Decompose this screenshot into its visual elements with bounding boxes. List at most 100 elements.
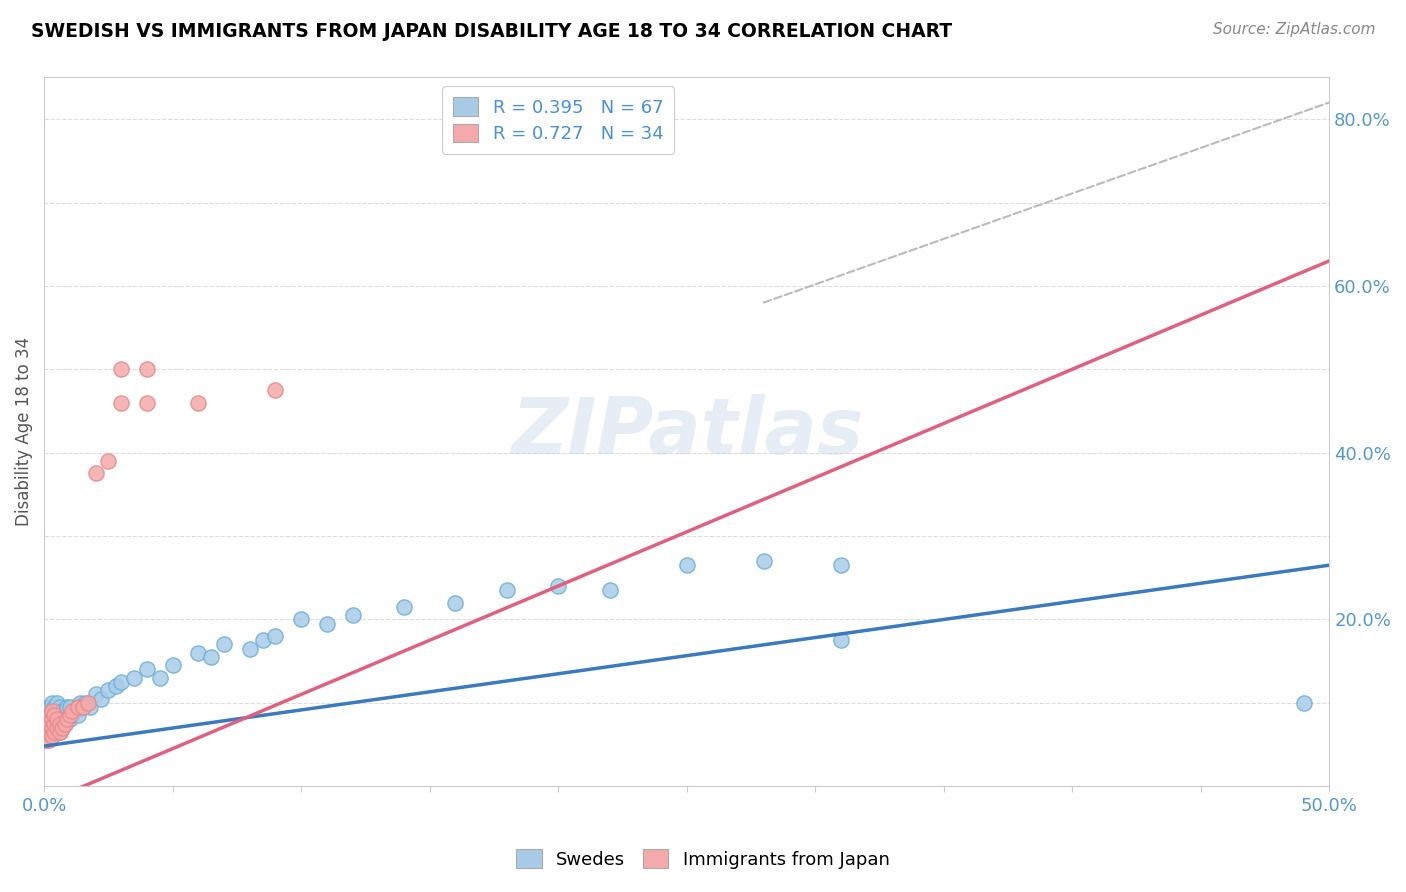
Point <box>38 708 60 723</box>
Point <box>48 716 70 731</box>
Point <box>675 558 697 573</box>
Point <box>252 633 274 648</box>
Point <box>44 700 66 714</box>
Point <box>84 688 107 702</box>
Point <box>44 716 66 731</box>
Point <box>38 716 60 731</box>
Point <box>830 558 852 573</box>
Point <box>599 583 621 598</box>
Point <box>97 454 120 468</box>
Point <box>56 713 79 727</box>
Point <box>1292 696 1315 710</box>
Point <box>264 629 287 643</box>
Point <box>72 700 94 714</box>
Point <box>35 733 58 747</box>
Point <box>69 696 91 710</box>
Point <box>44 708 66 723</box>
Point <box>46 704 69 718</box>
Point <box>44 725 66 739</box>
Point <box>41 721 63 735</box>
Point <box>38 733 60 747</box>
Point <box>830 633 852 648</box>
Point <box>41 729 63 743</box>
Point <box>59 700 82 714</box>
Point <box>46 721 69 735</box>
Point <box>48 700 70 714</box>
Point <box>38 700 60 714</box>
Point <box>149 671 172 685</box>
Point <box>547 579 569 593</box>
Point <box>239 641 262 656</box>
Point <box>110 395 132 409</box>
Point <box>75 696 97 710</box>
Point <box>495 583 517 598</box>
Point <box>84 467 107 481</box>
Point <box>41 713 63 727</box>
Point <box>60 704 83 718</box>
Point <box>41 729 63 743</box>
Point <box>35 733 58 747</box>
Point <box>122 671 145 685</box>
Legend: Swedes, Immigrants from Japan: Swedes, Immigrants from Japan <box>509 842 897 876</box>
Point <box>35 721 58 735</box>
Point <box>44 716 66 731</box>
Point <box>48 716 70 731</box>
Point <box>135 395 157 409</box>
Point <box>35 725 58 739</box>
Point <box>72 700 94 714</box>
Y-axis label: Disability Age 18 to 34: Disability Age 18 to 34 <box>15 337 32 526</box>
Point <box>46 713 69 727</box>
Point <box>46 696 69 710</box>
Point <box>290 612 312 626</box>
Point <box>97 683 120 698</box>
Point <box>135 362 157 376</box>
Point <box>59 708 82 723</box>
Point <box>187 395 209 409</box>
Point <box>59 713 82 727</box>
Point <box>46 721 69 735</box>
Point <box>44 708 66 723</box>
Point <box>135 662 157 676</box>
Point <box>51 704 73 718</box>
Point <box>66 700 89 714</box>
Point <box>79 700 101 714</box>
Point <box>41 696 63 710</box>
Point <box>162 658 184 673</box>
Point <box>38 716 60 731</box>
Point <box>53 716 76 731</box>
Point <box>110 362 132 376</box>
Point <box>35 716 58 731</box>
Text: Source: ZipAtlas.com: Source: ZipAtlas.com <box>1212 22 1375 37</box>
Text: ZIPatlas: ZIPatlas <box>510 393 863 470</box>
Point <box>38 708 60 723</box>
Point <box>56 713 79 727</box>
Point <box>60 708 83 723</box>
Point <box>41 704 63 718</box>
Point <box>212 637 235 651</box>
Point <box>38 725 60 739</box>
Point <box>51 721 73 735</box>
Point <box>66 708 89 723</box>
Point <box>53 704 76 718</box>
Text: SWEDISH VS IMMIGRANTS FROM JAPAN DISABILITY AGE 18 TO 34 CORRELATION CHART: SWEDISH VS IMMIGRANTS FROM JAPAN DISABIL… <box>31 22 952 41</box>
Point <box>51 721 73 735</box>
Point <box>46 713 69 727</box>
Point <box>110 674 132 689</box>
Point <box>48 725 70 739</box>
Point <box>315 616 337 631</box>
Legend: R = 0.395   N = 67, R = 0.727   N = 34: R = 0.395 N = 67, R = 0.727 N = 34 <box>441 87 675 154</box>
Point <box>752 554 775 568</box>
Point <box>392 599 415 614</box>
Point <box>53 716 76 731</box>
Point <box>48 708 70 723</box>
Point <box>41 704 63 718</box>
Point <box>200 649 222 664</box>
Point <box>90 691 112 706</box>
Point <box>44 725 66 739</box>
Point <box>187 646 209 660</box>
Point <box>342 608 364 623</box>
Point <box>63 704 86 718</box>
Point <box>38 729 60 743</box>
Point <box>105 679 128 693</box>
Point <box>264 383 287 397</box>
